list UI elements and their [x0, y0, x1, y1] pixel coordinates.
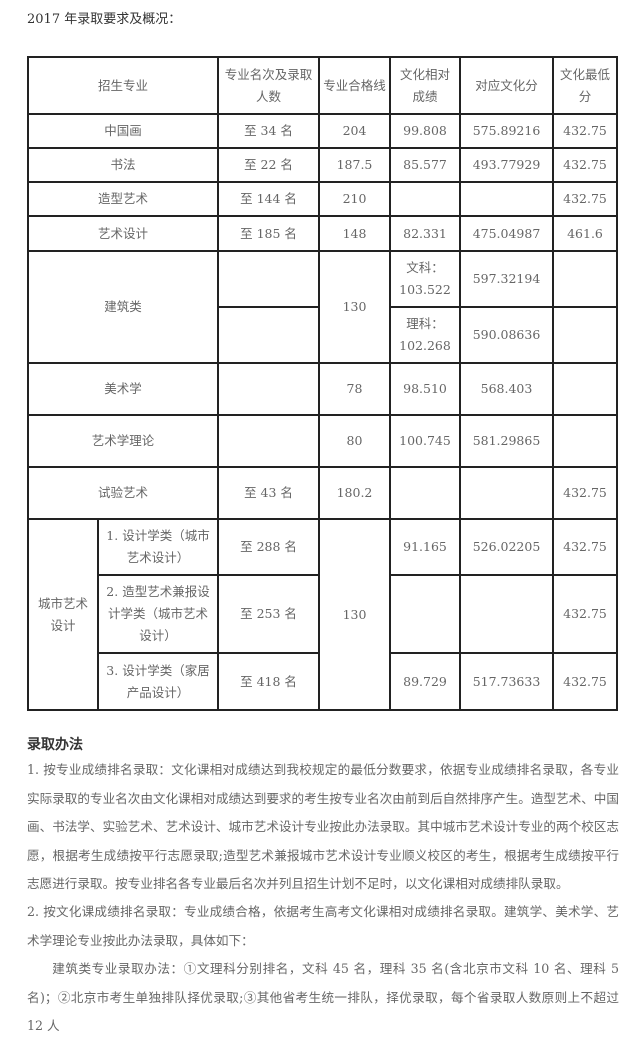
rank-cell — [217, 250, 320, 308]
table-row: 理科：102.268 590.08636 — [28, 306, 618, 364]
sub-major-cell: 3. 设计学类（家居产品设计） — [97, 652, 219, 711]
header-cell: 专业合格线 — [318, 56, 391, 115]
rank-cell: 至 43 名 — [217, 466, 320, 520]
score-cell: 575.89216 — [459, 113, 554, 149]
rank-cell: 至 34 名 — [217, 113, 320, 149]
major-cell: 中国画 — [27, 113, 219, 149]
rank-cell: 至 144 名 — [217, 181, 320, 217]
sub-major-cell: 2. 造型艺术兼报设计学类（城市艺术设计） — [97, 574, 219, 654]
rel-cell: 文科：103.522 — [389, 250, 461, 308]
major-cell: 试验艺术 — [27, 466, 219, 520]
table-row: 艺术学理论 80 100.745 581.29865 — [27, 414, 618, 468]
pass-cell: 148 — [318, 215, 391, 252]
min-cell: 432.75 — [552, 652, 618, 711]
rank-cell: 至 418 名 — [217, 652, 320, 711]
score-cell: 493.77929 — [459, 147, 554, 183]
table-row: 2. 造型艺术兼报设计学类（城市艺术设计） 至 253 名 432.75 — [28, 574, 618, 654]
rank-cell — [217, 362, 320, 416]
paragraph-3: 建筑类专业录取办法：①文理科分别排名，文科 45 名，理科 35 名(含北京市文… — [27, 961, 619, 1033]
rel-cell: 82.331 — [389, 215, 461, 252]
pass-cell: 130 — [318, 250, 391, 364]
header-cell: 专业名次及录取人数 — [217, 56, 320, 115]
min-cell: 461.6 — [552, 215, 618, 252]
major-cell: 书法 — [27, 147, 219, 183]
major-cell: 造型艺术 — [27, 181, 219, 217]
score-cell — [459, 181, 554, 217]
pass-cell: 180.2 — [318, 466, 391, 520]
score-cell: 597.32194 — [459, 250, 554, 308]
score-cell: 581.29865 — [459, 414, 554, 468]
table-row: 中国画至 34 名 204 99.808 575.89216 432.75 — [27, 113, 618, 149]
page-heading: 2017 年录取要求及概况： — [27, 12, 182, 27]
rel-cell: 91.165 — [389, 518, 461, 576]
min-cell — [552, 306, 618, 364]
pass-cell: 187.5 — [318, 147, 391, 183]
table-row: 造型艺术至 144 名 210 432.75 — [27, 181, 618, 217]
header-cell: 招生专业 — [27, 56, 219, 115]
pass-cell: 130 — [318, 518, 391, 711]
min-cell: 432.75 — [552, 181, 618, 217]
major-cell: 艺术学理论 — [27, 414, 219, 468]
score-cell — [459, 574, 554, 654]
pass-cell: 204 — [318, 113, 391, 149]
score-cell — [459, 466, 554, 520]
header-cell: 文化相对成绩 — [389, 56, 461, 115]
paragraph-2: 2. 按文化课成绩排名录取：专业成绩合格，依据考生高考文化课相对成绩排名录取。建… — [27, 904, 619, 948]
rank-cell — [217, 306, 320, 364]
min-cell — [552, 362, 618, 416]
min-cell: 432.75 — [552, 574, 618, 654]
rel-cell: 100.745 — [389, 414, 461, 468]
rank-cell: 至 185 名 — [217, 215, 320, 252]
rel-cell — [389, 574, 461, 654]
rel-cell: 85.577 — [389, 147, 461, 183]
rank-cell: 至 22 名 — [217, 147, 320, 183]
admission-table: 招生专业 专业名次及录取人数 专业合格线 文化相对成绩 对应文化分 文化最低分 … — [27, 56, 618, 711]
min-cell: 432.75 — [552, 147, 618, 183]
min-cell: 432.75 — [552, 518, 618, 576]
header-cell: 对应文化分 — [459, 56, 554, 115]
rel-cell: 89.729 — [389, 652, 461, 711]
min-cell: 432.75 — [552, 113, 618, 149]
rank-cell — [217, 414, 320, 468]
score-cell: 590.08636 — [459, 306, 554, 364]
pass-cell: 210 — [318, 181, 391, 217]
rank-cell: 至 253 名 — [217, 574, 320, 654]
paragraph-1: 1. 按专业成绩排名录取：文化课相对成绩达到我校规定的最低分数要求，依据专业成绩… — [27, 762, 619, 891]
rank-cell: 至 288 名 — [217, 518, 320, 576]
score-cell: 526.02205 — [459, 518, 554, 576]
min-cell — [552, 250, 618, 308]
min-cell — [552, 414, 618, 468]
min-cell: 432.75 — [552, 466, 618, 520]
score-cell: 475.04987 — [459, 215, 554, 252]
pass-cell: 80 — [318, 414, 391, 468]
score-cell: 517.73633 — [459, 652, 554, 711]
table-header-row: 招生专业 专业名次及录取人数 专业合格线 文化相对成绩 对应文化分 文化最低分 — [27, 56, 618, 115]
rel-cell: 98.510 — [389, 362, 461, 416]
rel-cell — [389, 181, 461, 217]
table-row: 建筑类 130 文科：103.522 597.32194 — [27, 250, 618, 364]
table-row: 城市艺术设计 1. 设计学类（城市艺术设计） 至 288 名 130 91.16… — [27, 518, 618, 711]
table-row: 美术学 78 98.510 568.403 — [27, 362, 618, 416]
section-title: 录取办法 — [27, 737, 83, 753]
rel-cell: 理科：102.268 — [389, 306, 461, 364]
rel-cell — [389, 466, 461, 520]
major-cell: 艺术设计 — [27, 215, 219, 252]
rel-cell: 99.808 — [389, 113, 461, 149]
major-cell: 城市艺术设计 — [27, 518, 99, 711]
table-row: 艺术设计至 185 名 148 82.331 475.04987 461.6 — [27, 215, 618, 252]
table-row: 书法至 22 名 187.5 85.577 493.77929 432.75 — [27, 147, 618, 183]
table-row: 试验艺术至 43 名 180.2 432.75 — [27, 466, 618, 520]
pass-cell: 78 — [318, 362, 391, 416]
sub-major-cell: 1. 设计学类（城市艺术设计） — [97, 518, 219, 576]
major-cell: 美术学 — [27, 362, 219, 416]
score-cell: 568.403 — [459, 362, 554, 416]
header-cell: 文化最低分 — [552, 56, 618, 115]
table-row: 3. 设计学类（家居产品设计） 至 418 名 89.729 517.73633… — [28, 652, 618, 711]
major-cell: 建筑类 — [27, 250, 219, 364]
